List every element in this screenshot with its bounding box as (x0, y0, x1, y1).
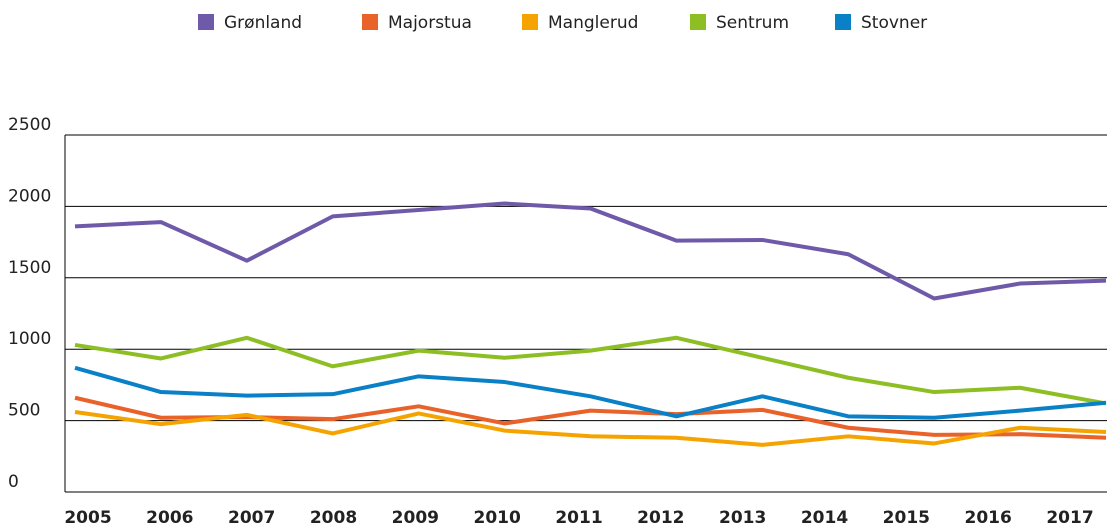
x-tick-label: 2013 (719, 508, 766, 526)
x-tick-label: 2016 (965, 508, 1012, 526)
x-tick-label: 2009 (392, 508, 439, 526)
legend-swatch (522, 14, 538, 30)
line-series (74, 335, 1107, 406)
y-tick-label: 1000 (8, 329, 51, 349)
line-series (74, 410, 1107, 447)
y-tick-label: 0 (8, 472, 19, 492)
y-tick-label: 1500 (8, 258, 51, 278)
x-tick-label: 2006 (146, 508, 193, 526)
y-tick-label: 500 (8, 401, 40, 421)
legend-swatch (690, 14, 706, 30)
x-tick-label: 2017 (1046, 508, 1093, 526)
legend-label: Majorstua (388, 13, 472, 33)
legend-label: Sentrum (716, 13, 789, 33)
legend-swatch (198, 14, 214, 30)
line-series (74, 201, 1107, 301)
legend-swatch (362, 14, 378, 30)
legend-label: Manglerud (548, 13, 638, 33)
line-series (74, 365, 1107, 420)
x-tick-label: 2010 (474, 508, 521, 526)
x-tick-label: 2007 (228, 508, 275, 526)
x-tick-label: 2012 (637, 508, 684, 526)
x-tick-label: 2008 (310, 508, 357, 526)
legend-label: Grønland (224, 13, 302, 33)
x-tick-label: 2011 (555, 508, 602, 526)
x-tick-label: 2014 (801, 508, 848, 526)
line-series (74, 395, 1107, 440)
x-tick-label: 2015 (883, 508, 930, 526)
x-tick-label: 2005 (64, 508, 111, 526)
y-tick-label: 2000 (8, 186, 51, 206)
y-tick-label: 2500 (8, 115, 51, 135)
legend-label: Stovner (861, 13, 927, 33)
legend-swatch (835, 14, 851, 30)
